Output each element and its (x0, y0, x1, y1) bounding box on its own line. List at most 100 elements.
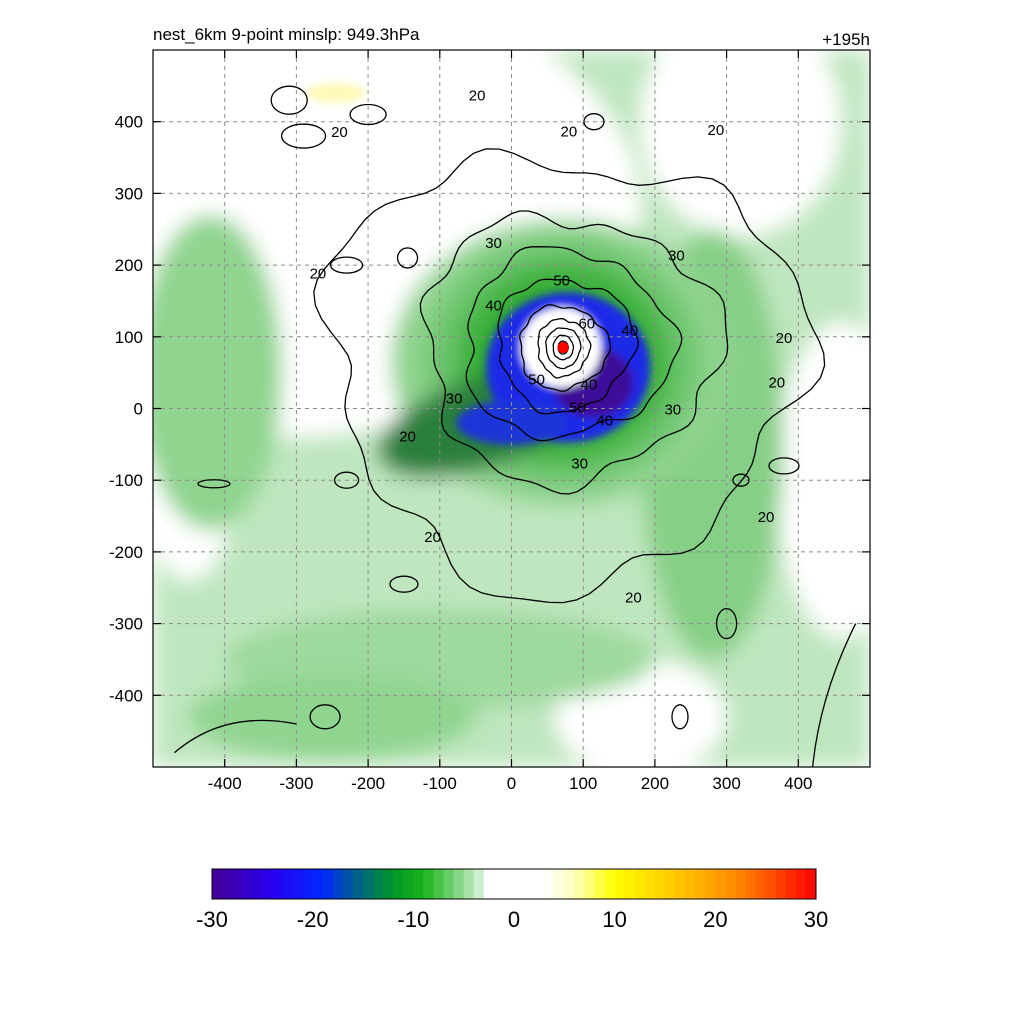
center-dot (557, 342, 569, 354)
y-tick-label: -300 (109, 615, 143, 634)
contour-line (768, 457, 800, 475)
contour-line (396, 247, 419, 269)
colorbar-cell (675, 869, 686, 899)
colorbar-cell (302, 869, 314, 899)
contour-label: 20 (469, 87, 486, 104)
colorbar-cell (685, 869, 696, 899)
chart-title: nest_6km 9-point minslp: 949.3hPa (153, 25, 420, 44)
contour-label: 20 (776, 330, 793, 347)
contour-line (537, 317, 592, 379)
colorbar-cell (755, 869, 767, 899)
colorbar-cell (634, 869, 646, 899)
colorbar-cell (292, 869, 303, 899)
contour-line (329, 256, 364, 274)
contour-label: 20 (399, 429, 416, 446)
colorbar-tick-label: -10 (397, 907, 429, 932)
contour-line (197, 479, 231, 489)
contour-line (671, 704, 689, 730)
contour-label: 30 (571, 455, 588, 472)
contour-label: 50 (569, 399, 586, 416)
x-tick-label: 0 (507, 774, 516, 793)
colorbar-cell (614, 869, 626, 899)
colorbar-cell (493, 869, 505, 899)
colorbar-cell (514, 869, 525, 899)
contour-line (519, 304, 612, 392)
colorbar-cell (423, 869, 434, 899)
colorbar-cell (805, 869, 817, 899)
colorbar: -30 -20 -10 0 10 20 30 (196, 868, 828, 932)
y-tick-label: 300 (115, 184, 143, 203)
colorbar-cell (524, 869, 535, 899)
colorbar-cell (403, 869, 414, 899)
contour-line (280, 123, 327, 149)
x-tick-label: -400 (208, 774, 242, 793)
contour-label: 60 (578, 315, 595, 332)
contour-line (545, 327, 582, 370)
contour-label: 50 (528, 371, 545, 388)
contour-line (270, 85, 308, 115)
x-tick-label: 200 (641, 774, 669, 793)
colorbar-tick-label: -30 (196, 907, 228, 932)
y-tick-label: -400 (109, 686, 143, 705)
contour-label: 20 (310, 265, 327, 282)
colorbar-cell (473, 869, 485, 899)
contour-line (309, 704, 341, 730)
contour-line (333, 471, 360, 489)
contour-label: 30 (668, 247, 685, 264)
colorbar-cell (342, 869, 354, 899)
contour-label: 20 (625, 589, 642, 606)
colorbar-tick-label: 0 (508, 907, 520, 932)
colorbar-cell (554, 869, 565, 899)
contour-line (811, 623, 857, 767)
contour-line (419, 210, 729, 495)
y-tick-label: 400 (115, 113, 143, 132)
colorbar-cell (705, 869, 716, 899)
colorbar-cell (222, 869, 233, 899)
contour-line (349, 103, 387, 126)
contour-label: 20 (561, 123, 578, 140)
colorbar-cell (242, 869, 253, 899)
contour-line (715, 607, 738, 640)
colorbar-cell (262, 869, 273, 899)
x-tick-label: 100 (569, 774, 597, 793)
x-axis: -400 -300 -200 -100 0 100 200 300 400 (208, 50, 812, 793)
colorbar-cell (413, 869, 424, 899)
colorbar-tick-label: -20 (297, 907, 329, 932)
plot-area: 20 20 20 20 20 20 20 20 20 20 20 30 30 30 30 30 40 40 40 40… (152, 49, 871, 768)
contour-label: 30 (485, 235, 502, 252)
contour-line (583, 113, 605, 131)
contour-line (497, 278, 639, 415)
colorbar-cell (252, 869, 263, 899)
colorbar-cell (695, 869, 706, 899)
contour-label: 20 (768, 374, 785, 391)
colorbar-cell (272, 869, 283, 899)
colorbar-cell (282, 869, 293, 899)
colorbar-cell (735, 869, 746, 899)
colorbar-cell (352, 869, 364, 899)
colorbar-cell (564, 869, 575, 899)
x-tick-label: -100 (423, 774, 457, 793)
contour-label: 30 (446, 391, 463, 408)
y-tick-label: -200 (109, 543, 143, 562)
colorbar-cell (775, 869, 787, 899)
colorbar-cell (453, 869, 465, 899)
colorbar-cell (433, 869, 444, 899)
colorbar-cells (212, 869, 817, 899)
storm-center-marker (557, 342, 569, 354)
colorbar-cell (624, 869, 636, 899)
colorbar-cell (534, 869, 545, 899)
colorbar-cell (212, 869, 223, 899)
colorbar-tick-label: 10 (602, 907, 626, 932)
x-tick-label: 400 (784, 774, 812, 793)
contour-line (465, 246, 683, 442)
colorbar-cell (654, 869, 666, 899)
colorbar-labels: -30 -20 -10 0 10 20 30 (196, 907, 828, 932)
colorbar-cell (544, 869, 555, 899)
contour-line (732, 473, 750, 487)
colorbar-cell (795, 869, 807, 899)
y-tick-label: -100 (109, 471, 143, 490)
contour-label: 20 (424, 529, 441, 546)
contour-line (313, 148, 826, 604)
contour-label: 40 (596, 412, 613, 429)
